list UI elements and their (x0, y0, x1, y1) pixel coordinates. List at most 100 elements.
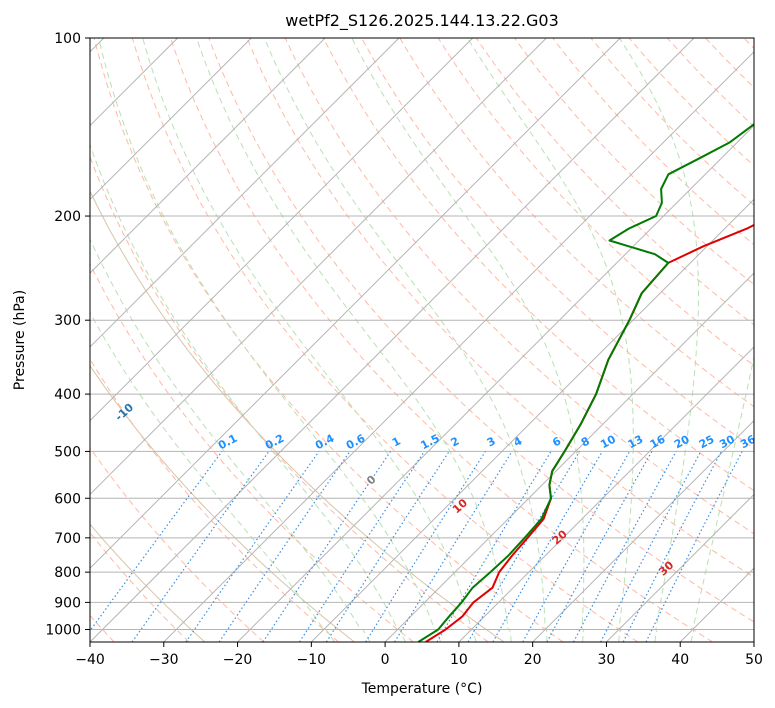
dry-adiabat-line (246, 38, 754, 578)
x-tick-label: 40 (671, 652, 689, 668)
moist-adiabat-line (98, 38, 442, 642)
moist-adiabat-line (467, 38, 634, 642)
mixing-ratio-label: 6 (550, 434, 563, 449)
warm-adiabat-label: 20 (550, 527, 570, 547)
isotherm-line (90, 38, 474, 422)
dry-adiabat-line (475, 38, 754, 326)
mixing-ratio-label: 1 (390, 434, 403, 449)
mixing-ratio-label: 30 (717, 432, 737, 451)
moist-adiabat-line (619, 38, 699, 642)
x-tick-label: 50 (745, 652, 763, 668)
dry-adiabat-line (90, 155, 489, 642)
dry-adiabat-line (552, 38, 754, 246)
isotherm-line (90, 38, 621, 569)
mixing-ratio-line (262, 451, 392, 642)
mixing-ratio-line (600, 451, 702, 642)
warm-adiabat-label: 10 (450, 496, 470, 516)
mixing-ratio-line (522, 451, 631, 642)
isotherm-line (90, 38, 326, 274)
mixing-ratio-line (622, 451, 722, 642)
moist-adiabat-line (263, 38, 548, 642)
moist-adiabat-line (690, 354, 754, 642)
mixing-ratio-line (394, 451, 513, 642)
y-tick-label: 500 (54, 444, 81, 460)
mixing-ratio-line (131, 451, 270, 642)
moist-adiabat-line (90, 142, 406, 642)
theta-e-arc (90, 189, 505, 642)
chart-title: wetPf2_S126.2025.144.13.22.G03 (285, 11, 559, 31)
mixing-ratio-line (90, 451, 223, 632)
isotherm-line (237, 124, 754, 642)
temperature-profile (425, 223, 754, 642)
mixing-ratio-label: 2 (449, 434, 462, 449)
mixing-ratio-line (546, 451, 653, 642)
isotherm-line (90, 38, 695, 642)
isotherm-line (90, 38, 547, 496)
moist-adiabat-line (142, 38, 477, 642)
mixing-ratio-line (218, 451, 351, 642)
plot-area: 0.10.20.40.611.52346810131620253036-100-… (90, 38, 775, 642)
dry-adiabat-line (437, 38, 754, 367)
mixing-ratio-label: 0.1 (216, 432, 239, 453)
moist-adiabat-line (90, 311, 335, 642)
mixing-ratio-label: 16 (648, 432, 668, 451)
mixing-ratio-line (185, 451, 320, 642)
x-tick-label: −20 (223, 652, 253, 668)
mixing-ratio-label: 10 (598, 432, 618, 451)
dry-adiabat-line (514, 38, 754, 286)
mixing-ratio-line (436, 451, 552, 642)
dry-adiabat-line (361, 38, 754, 449)
y-axis-title: Pressure (hPa) (12, 290, 28, 390)
theta-e-arc (90, 364, 355, 642)
x-tick-label: 10 (450, 652, 468, 668)
y-tick-label: 600 (54, 491, 81, 507)
isotherm-line (679, 567, 754, 642)
y-tick-label: 300 (54, 313, 81, 329)
dry-adiabat-line (90, 446, 265, 642)
dry-adiabat-line (93, 38, 564, 642)
isotherm-line (163, 51, 754, 642)
dry-adiabat-line (90, 358, 339, 642)
isotherm-line (532, 419, 754, 642)
dry-adiabat-line (170, 38, 713, 642)
mixing-ratio-label: 13 (626, 433, 646, 452)
isotherm-line (90, 38, 400, 348)
y-tick-label: 900 (54, 595, 81, 611)
mixing-ratio-label: 4 (511, 434, 524, 449)
x-tick-label: 30 (598, 652, 616, 668)
warm-adiabat-label: 40 (765, 586, 775, 606)
x-tick-label: 20 (524, 652, 542, 668)
y-tick-label: 400 (54, 387, 81, 403)
mixing-ratio-label: 3 (485, 434, 498, 449)
x-tick-label: 0 (381, 652, 390, 668)
mixing-ratio-label: 0.6 (344, 432, 368, 453)
dry-adiabat-line (322, 38, 754, 492)
mixing-ratio-label: 36 (738, 432, 758, 451)
x-tick-label: −40 (75, 652, 105, 668)
y-tick-label: 100 (54, 31, 81, 47)
y-tick-label: 700 (54, 531, 81, 547)
dry-adiabat-line (628, 38, 754, 167)
mixing-ratio-label: 20 (672, 432, 692, 451)
mixing-ratio-line (325, 451, 450, 642)
isotherm-line (458, 346, 754, 642)
mixing-ratio-line (299, 451, 425, 642)
dry-adiabat-line (284, 38, 754, 535)
isotherm-line (384, 272, 754, 642)
moist-adiabat-line (196, 38, 512, 642)
x-tick-label: −10 (297, 652, 327, 668)
moist-adiabat-line (90, 237, 371, 642)
isotherm-line (753, 641, 754, 642)
x-axis-title: Temperature (°C) (361, 681, 483, 697)
theta-e-arc (90, 523, 206, 642)
plot-frame (89, 37, 755, 643)
y-tick-label: 800 (54, 565, 81, 581)
isotherm-line (606, 493, 754, 642)
dewpoint-profile (417, 123, 754, 642)
mixing-ratio-label: 25 (697, 433, 717, 452)
dry-adiabat-line (666, 38, 754, 128)
y-tick-label: 1000 (45, 622, 81, 638)
axes: −40 −30 −20 −10 0 10 20 30 40 5010009008007006005… (45, 31, 763, 668)
dry-adiabat-line (705, 38, 754, 89)
